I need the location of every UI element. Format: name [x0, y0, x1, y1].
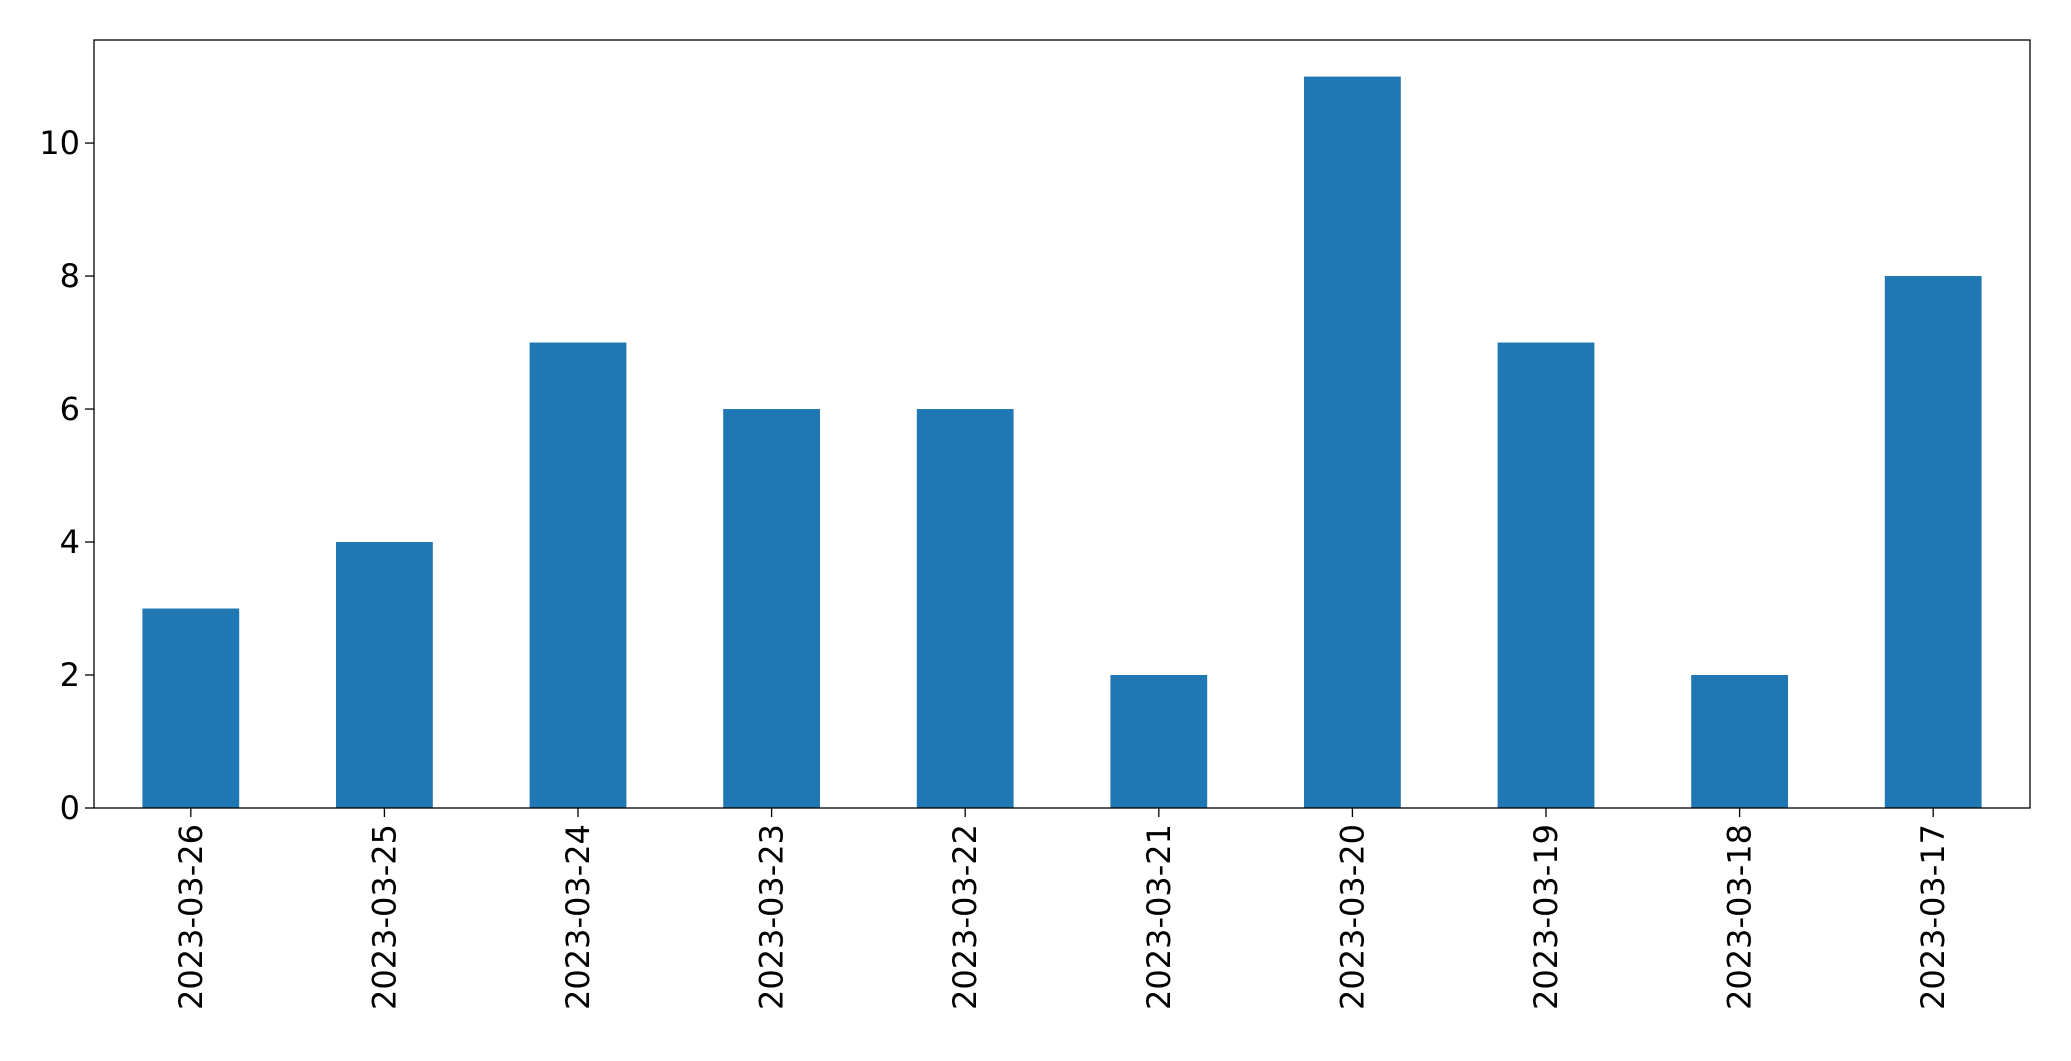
x-tick-label: 2023-03-22	[946, 824, 984, 1010]
y-tick-label: 0	[60, 789, 80, 827]
x-tick-label: 2023-03-21	[1140, 824, 1178, 1010]
y-tick-label: 2	[60, 656, 80, 694]
bar	[336, 542, 433, 808]
x-tick-label: 2023-03-23	[753, 824, 791, 1010]
x-tick-label: 2023-03-18	[1721, 824, 1759, 1010]
y-tick-label: 10	[39, 124, 80, 162]
plot-frame	[93, 39, 2031, 809]
x-tick-label: 2023-03-19	[1527, 824, 1565, 1010]
bar	[916, 409, 1014, 808]
y-tick-label: 6	[60, 390, 80, 428]
bar	[529, 342, 627, 808]
y-tick-label: 8	[60, 257, 80, 295]
x-tick-label: 2023-03-25	[365, 824, 403, 1010]
bar	[1497, 342, 1595, 808]
x-tick-label: 2023-03-17	[1914, 824, 1952, 1010]
bar	[1110, 675, 1208, 808]
x-tick-label: 2023-03-26	[172, 824, 210, 1010]
bar	[1884, 276, 1982, 808]
x-tick-label: 2023-03-20	[1333, 824, 1371, 1010]
bar	[723, 409, 820, 808]
bar	[142, 608, 240, 808]
bar	[1691, 675, 1788, 808]
x-tick-label: 2023-03-24	[559, 824, 597, 1010]
y-tick-label: 4	[60, 523, 80, 561]
bar	[1304, 76, 1401, 809]
